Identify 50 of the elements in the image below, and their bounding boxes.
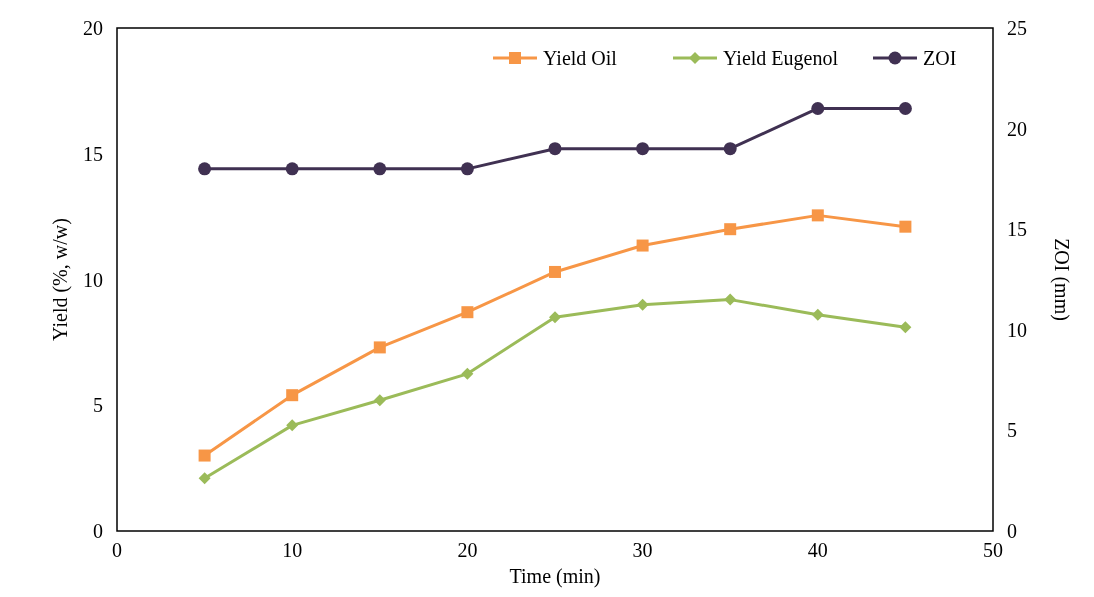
point xyxy=(636,298,649,311)
point xyxy=(286,389,299,402)
point xyxy=(460,162,474,176)
point xyxy=(724,223,737,236)
point xyxy=(549,311,561,324)
y2-tick-label: 0 xyxy=(1007,520,1017,542)
legend-label: Yield Eugenol xyxy=(723,47,839,70)
y2-tick-label: 10 xyxy=(1007,318,1027,341)
y2-tick-label: 15 xyxy=(1007,218,1027,241)
y-axis-title: Yield (%, w/w) xyxy=(49,218,72,341)
y-tick-label: 20 xyxy=(83,17,103,39)
y-tick-label: 10 xyxy=(83,268,103,291)
y2-tick-label: 25 xyxy=(1007,17,1027,39)
x-tick-label: 50 xyxy=(983,539,1003,561)
point xyxy=(286,419,299,432)
y2-tick-label: 5 xyxy=(1007,419,1017,442)
point xyxy=(899,220,912,233)
y-tick-label: 15 xyxy=(83,142,103,165)
point xyxy=(723,142,737,156)
point xyxy=(373,341,386,354)
legend-label: Yield Oil xyxy=(543,47,618,69)
point xyxy=(198,449,211,462)
point xyxy=(811,209,824,222)
x-tick-label: 30 xyxy=(632,539,653,561)
point xyxy=(285,162,299,176)
point xyxy=(636,239,649,252)
y-tick-label: 5 xyxy=(93,394,103,417)
point xyxy=(461,306,474,319)
point xyxy=(811,101,825,115)
x-tick-label: 10 xyxy=(282,539,303,561)
x-tick-label: 20 xyxy=(457,539,478,561)
point xyxy=(811,308,824,321)
point xyxy=(636,142,650,156)
x-axis-title: Time (min) xyxy=(509,565,601,588)
point xyxy=(899,321,912,334)
y2-axis-title: ZOI (mm) xyxy=(1050,238,1073,321)
point xyxy=(548,142,562,156)
point xyxy=(898,101,912,115)
legend-label: ZOI xyxy=(923,47,957,69)
point xyxy=(461,367,474,380)
point xyxy=(373,162,387,176)
point xyxy=(549,265,561,278)
y-tick-label: 0 xyxy=(93,520,103,542)
y2-tick-label: 20 xyxy=(1007,117,1027,140)
point xyxy=(373,394,386,407)
x-tick-label: 40 xyxy=(807,539,828,561)
point xyxy=(724,293,737,306)
point xyxy=(198,472,211,485)
x-tick-label: 0 xyxy=(112,539,122,561)
point xyxy=(198,162,212,176)
